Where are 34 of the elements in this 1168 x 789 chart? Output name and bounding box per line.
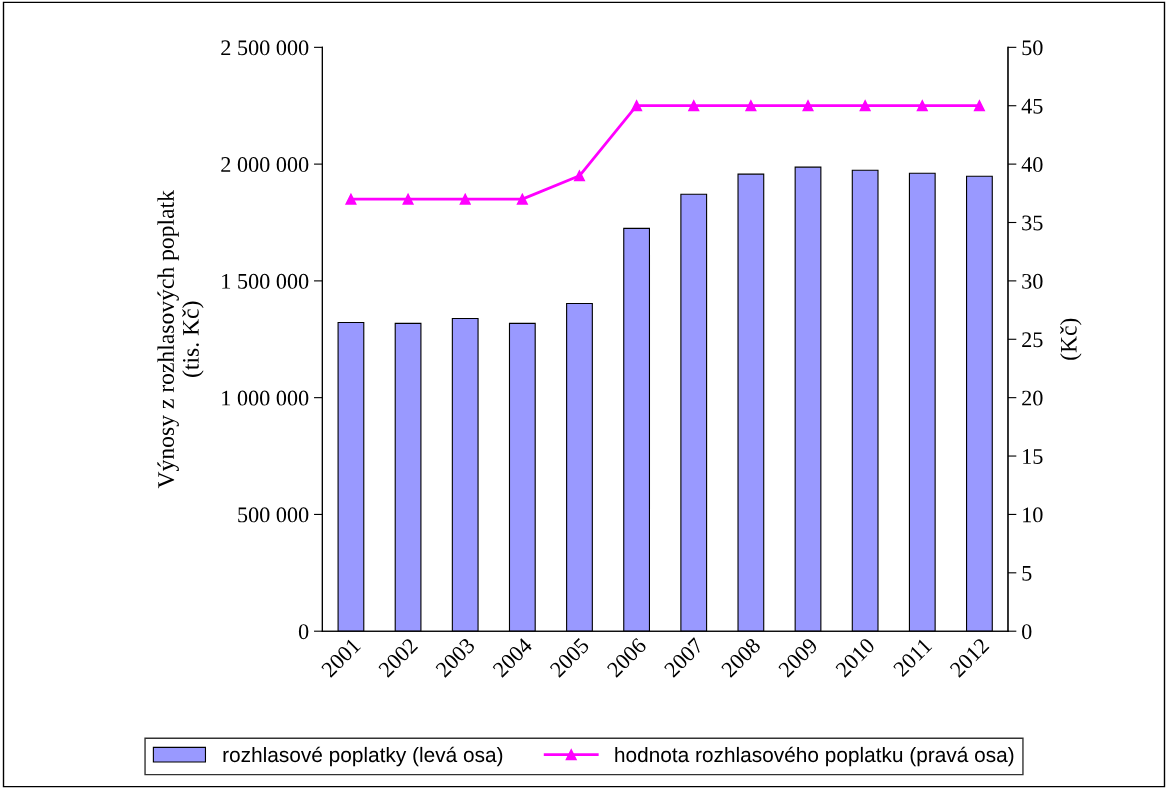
y-tick-label: 0 xyxy=(298,624,309,640)
y2-tick-label: 50 xyxy=(1022,40,1043,56)
point xyxy=(402,193,414,205)
point xyxy=(916,100,928,112)
y-tick-label: 1 500 000 xyxy=(222,273,309,289)
y2-tick-label: 35 xyxy=(1022,215,1043,231)
y-tick-label: 2 000 000 xyxy=(221,157,309,173)
y2-tick-label: 30 xyxy=(1022,273,1043,289)
point xyxy=(688,100,700,112)
point xyxy=(516,193,528,205)
point xyxy=(631,100,643,112)
point xyxy=(802,100,814,112)
x-tick-label: 2011 xyxy=(892,637,933,678)
y-tick-label: 2 500 000 xyxy=(221,40,309,56)
point xyxy=(973,100,985,112)
y2-tick-label: 15 xyxy=(1023,449,1043,464)
y2-tick-label: 45 xyxy=(1021,98,1043,114)
y2-tick-label: 40 xyxy=(1021,157,1043,173)
y2-tick-label: 10 xyxy=(1023,507,1043,523)
y-tick-label: 500 000 xyxy=(238,507,309,523)
point xyxy=(745,100,757,112)
y2-tick-label: 5 xyxy=(1022,565,1032,581)
y2-tick-label: 20 xyxy=(1022,390,1043,406)
y2-tick-label: 25 xyxy=(1022,332,1043,348)
legend-label: hodnota rozhlasového poplatku (pravá osa) xyxy=(615,746,1014,767)
point xyxy=(345,193,357,205)
y-tick-label: 1 000 000 xyxy=(222,390,309,406)
y2-tick-label: 0 xyxy=(1022,624,1032,640)
point xyxy=(859,100,871,112)
y-axis-title: Výnosy z rozhlasových poplatk (tis. Kč) xyxy=(157,190,204,489)
point xyxy=(573,170,586,182)
point xyxy=(459,193,471,205)
legend-label: rozhlasové poplatky (levá osa) xyxy=(223,746,503,767)
y2-axis-title: (Kč) xyxy=(1060,318,1082,360)
